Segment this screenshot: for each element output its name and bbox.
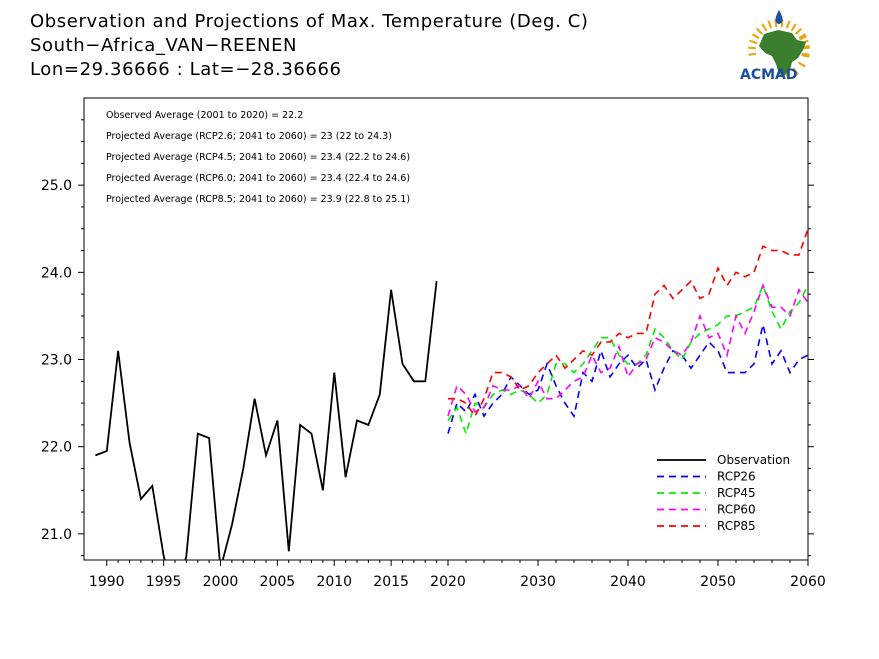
water-drop-icon [775, 10, 783, 24]
legend: Observation RCP26 RCP45 RCP60 RCP85 [657, 453, 790, 533]
plot-frame [83, 97, 809, 561]
logo-ray [756, 28, 763, 35]
x-tick-label: 2015 [373, 574, 409, 590]
logo-ray [748, 52, 757, 56]
logo-ray [785, 71, 790, 80]
x-tick-label: 2020 [430, 574, 466, 590]
logo-ray [801, 54, 810, 58]
y-tick-label: 22.0 [41, 440, 72, 456]
series-line-rcp85 [448, 228, 808, 418]
series-line-rcp45 [447, 283, 808, 437]
legend-label-rcp85: RCP85 [717, 519, 756, 533]
logo-ray [761, 23, 768, 31]
logo-ray [767, 20, 773, 29]
annotation-rcp26: Projected Average (RCP2.6; 2041 to 2060)… [106, 131, 392, 142]
annotation-rcp60: Projected Average (RCP6.0; 2041 to 2060)… [106, 173, 410, 184]
x-tick-label: 2005 [260, 574, 296, 590]
logo-ray [798, 61, 806, 68]
legend-label-observation: Observation [717, 453, 790, 467]
acmad-logo: ACMAD [740, 10, 811, 83]
logo-text: ACMAD [740, 67, 798, 83]
x-tick-label: 2050 [700, 574, 736, 590]
title-line-1: Observation and Projections of Max. Temp… [30, 11, 589, 32]
logo-ray [752, 33, 760, 39]
y-tick-label: 21.0 [41, 527, 72, 543]
y-axis-labels: 21.0 22.0 23.0 24.0 25.0 [41, 178, 72, 543]
logo-ray [785, 20, 791, 29]
series-line-observation [95, 280, 438, 560]
x-tick-label: 1995 [146, 574, 182, 590]
logo-ray [801, 52, 810, 56]
series-lines [95, 228, 808, 560]
y-tick-label: 25.0 [41, 178, 72, 194]
annotation-rcp45: Projected Average (RCP4.5; 2041 to 2060)… [106, 152, 410, 163]
logo-ray [799, 35, 807, 41]
x-tick-label: 1990 [89, 574, 125, 590]
series-line-rcp60 [447, 283, 808, 417]
y-tick-label: 24.0 [41, 265, 72, 281]
x-axis-labels: 1990 1995 2000 2005 2010 2015 2020 2030 2040 2050… [89, 574, 826, 590]
y-tick-label: 23.0 [41, 353, 72, 369]
chart-title: Observation and Projections of Max. Temp… [30, 11, 589, 80]
logo-ray [790, 23, 797, 31]
annotations: Observed Average (2001 to 2020) = 22.2 P… [106, 110, 410, 205]
x-tick-label: 2000 [203, 574, 239, 590]
x-tick-label: 2040 [610, 574, 646, 590]
africa-shape [759, 30, 806, 76]
logo-ray [798, 33, 806, 39]
logo-ray [795, 28, 802, 35]
annotation-observed: Observed Average (2001 to 2020) = 22.2 [106, 110, 303, 121]
x-tick-label: 2030 [520, 574, 556, 590]
legend-label-rcp45: RCP45 [717, 486, 756, 500]
logo-ray [792, 67, 799, 75]
x-tick-label: 2010 [316, 574, 352, 590]
title-line-3: Lon=29.36666 : Lat=−28.36666 [30, 59, 342, 80]
title-line-2: South−Africa_VAN−REENEN [30, 35, 297, 56]
logo-ray [749, 39, 758, 44]
legend-label-rcp26: RCP26 [717, 470, 756, 484]
legend-label-rcp60: RCP60 [717, 503, 756, 517]
x-tick-label: 2060 [790, 574, 826, 590]
axis-ticks [78, 119, 814, 566]
series-line-rcp26 [447, 324, 808, 434]
annotation-rcp85: Projected Average (RCP8.5; 2041 to 2060)… [106, 194, 410, 205]
